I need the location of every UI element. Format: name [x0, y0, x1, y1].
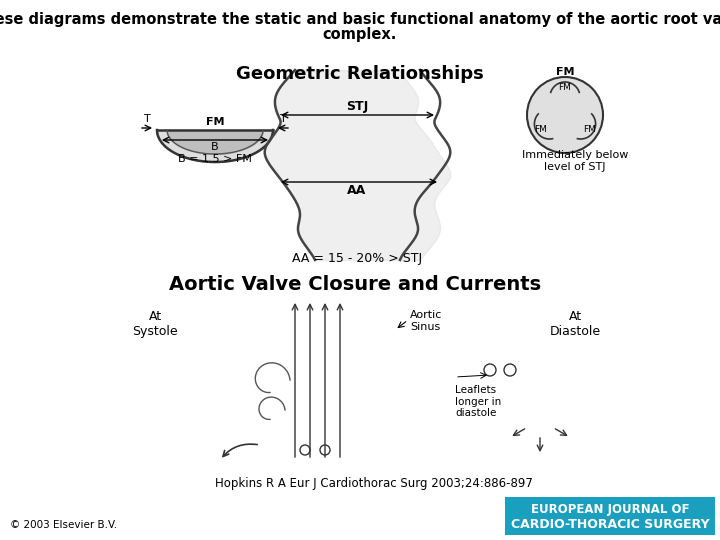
Text: B: B [211, 142, 219, 152]
Text: At
Diastole: At Diastole [549, 310, 600, 338]
Text: © 2003 Elsevier B.V.: © 2003 Elsevier B.V. [10, 520, 117, 530]
Text: T: T [279, 114, 287, 124]
Text: These diagrams demonstrate the static and basic functional anatomy of the aortic: These diagrams demonstrate the static an… [0, 12, 720, 27]
Text: FM: FM [206, 117, 224, 127]
Text: Aortic
Sinus: Aortic Sinus [410, 310, 442, 332]
Text: EUROPEAN JOURNAL OF: EUROPEAN JOURNAL OF [531, 503, 689, 516]
Text: Aortic Valve Closure and Currents: Aortic Valve Closure and Currents [169, 275, 541, 294]
Text: CARDIO-THORACIC SURGERY: CARDIO-THORACIC SURGERY [510, 518, 709, 531]
Text: T: T [143, 114, 150, 124]
FancyBboxPatch shape [505, 497, 715, 535]
Circle shape [527, 77, 603, 153]
Text: STJ: STJ [346, 100, 368, 113]
Text: FM: FM [556, 67, 575, 77]
Text: FM: FM [534, 125, 547, 134]
Text: At
Systole: At Systole [132, 310, 178, 338]
Text: Hopkins R A Eur J Cardiothorac Surg 2003;24:886-897: Hopkins R A Eur J Cardiothorac Surg 2003… [215, 476, 533, 489]
Text: Leaflets
longer in
diastole: Leaflets longer in diastole [455, 385, 501, 418]
Text: B = 1.5 > FM: B = 1.5 > FM [178, 154, 252, 164]
Text: complex.: complex. [323, 27, 397, 42]
Text: Immediately below
level of STJ: Immediately below level of STJ [522, 150, 628, 172]
Text: FM: FM [583, 125, 596, 134]
Text: Geometric Relationships: Geometric Relationships [236, 65, 484, 83]
Text: AA = 15 - 20% > STJ: AA = 15 - 20% > STJ [292, 252, 422, 265]
Text: AA: AA [347, 184, 366, 197]
Text: FM: FM [559, 83, 572, 91]
